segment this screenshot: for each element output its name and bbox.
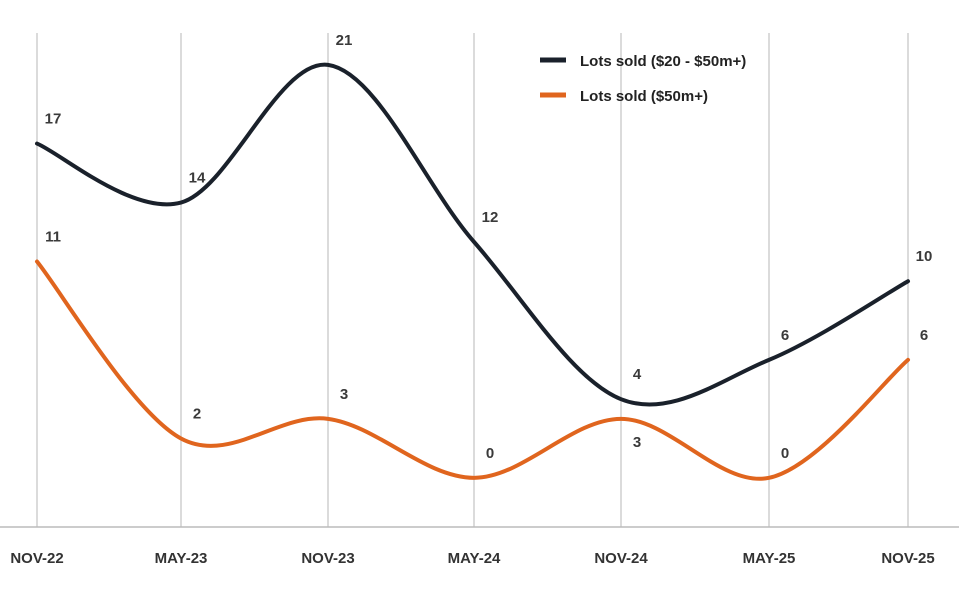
x-tick-label: MAY-23 — [155, 550, 208, 567]
data-label: 4 — [633, 366, 642, 383]
data-label: 3 — [633, 434, 641, 451]
legend: Lots sold ($20 - $50m+) Lots sold ($50m+) — [540, 53, 746, 105]
data-labels: 17 14 21 12 4 6 10 11 2 3 0 3 0 6 — [45, 32, 933, 462]
x-tick-label: MAY-25 — [743, 550, 796, 567]
data-label: 0 — [781, 445, 789, 462]
legend-label: Lots sold ($50m+) — [580, 88, 708, 105]
legend-label: Lots sold ($20 - $50m+) — [580, 53, 746, 70]
data-label: 10 — [916, 248, 933, 265]
series-line-0 — [35, 62, 910, 407]
x-tick-label: NOV-24 — [594, 550, 648, 567]
x-tick-labels: NOV-22 MAY-23 NOV-23 MAY-24 NOV-24 MAY-25 NOV-… — [10, 550, 934, 567]
x-tick-label: MAY-24 — [448, 550, 501, 567]
gridlines — [36, 33, 909, 527]
data-label: 12 — [482, 209, 499, 226]
x-tick-label: NOV-22 — [10, 550, 63, 567]
x-tick-label: NOV-23 — [301, 550, 354, 567]
series-lines — [35, 62, 910, 481]
data-label: 6 — [920, 327, 928, 344]
data-label: 3 — [340, 386, 348, 403]
data-label: 2 — [193, 406, 201, 423]
data-label: 14 — [189, 170, 206, 187]
data-label: 17 — [45, 111, 62, 128]
x-tick-label: NOV-25 — [881, 550, 934, 567]
data-label: 11 — [45, 229, 61, 246]
data-label: 6 — [781, 327, 789, 344]
data-label: 0 — [486, 445, 494, 462]
series-line-1 — [35, 259, 910, 481]
data-label: 21 — [336, 32, 353, 49]
